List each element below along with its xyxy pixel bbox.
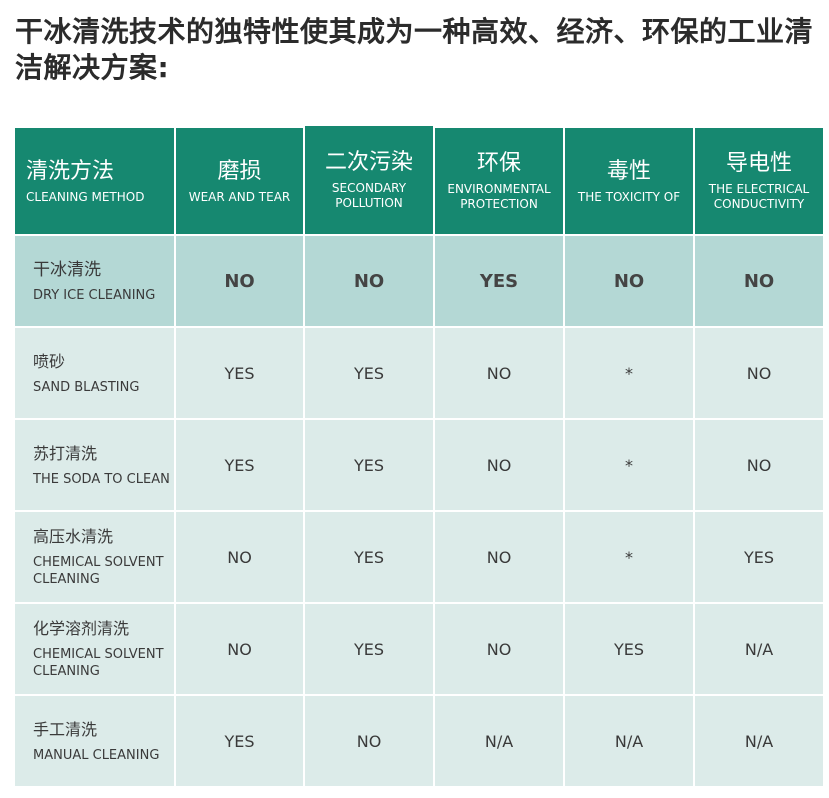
value-cell: YES <box>305 604 433 694</box>
header-wear-and-tear: 磨损 WEAR AND TEAR <box>176 128 303 234</box>
method-en: CHEMICAL SOLVENT CLEANING <box>33 647 164 679</box>
method-zh: 手工清洗 <box>33 719 98 739</box>
header-zh: 二次污染 <box>324 150 413 175</box>
value-cell: NO <box>435 328 563 418</box>
method-zh: 干冰清洗 <box>33 259 101 280</box>
header-en: WEAR AND TEAR <box>188 189 291 204</box>
value-cell: NO <box>435 604 563 694</box>
method-zh: 化学溶剂清洗 <box>33 619 130 638</box>
value-cell: NO <box>305 236 433 326</box>
value-cell: * <box>565 512 693 602</box>
value: NO <box>613 270 645 292</box>
value-cell: NO <box>565 236 693 326</box>
method-cell: 苏打清洗 THE SODA TO CLEAN <box>15 420 174 510</box>
value-cell: YES <box>695 512 823 602</box>
value: NO <box>353 270 385 292</box>
header-cleaning-method: 清洗方法 CLEANING METHOD <box>15 128 174 234</box>
value-cell: NO <box>695 328 823 418</box>
header-en: ENVIRONMENTAL PROTECTION <box>447 182 551 211</box>
method-en: MANUAL CLEANING <box>33 747 160 763</box>
value-cell: * <box>565 328 693 418</box>
value-cell: NO <box>176 604 303 694</box>
method-en: CHEMICAL SOLVENT CLEANING <box>33 555 164 587</box>
header-zh: 环保 <box>476 151 521 176</box>
header-zh: 毒性 <box>606 158 651 184</box>
value-cell: YES <box>176 696 303 786</box>
method-en: SAND BLASTING <box>33 379 140 395</box>
comparison-table: 清洗方法 CLEANING METHOD 磨损 WEAR AND TEAR 二次… <box>15 126 823 786</box>
value-cell: YES <box>305 420 433 510</box>
method-cell: 高压水清洗 CHEMICAL SOLVENT CLEANING <box>15 512 174 602</box>
value-cell: NO <box>695 420 823 510</box>
header-zh: 磨损 <box>217 158 262 184</box>
page-title: 干冰清洗技术的独特性使其成为一种高效、经济、环保的工业清洁解决方案: <box>15 15 814 84</box>
header-environmental-protection: 环保 ENVIRONMENTAL PROTECTION <box>435 128 563 234</box>
value-cell: YES <box>176 328 303 418</box>
value-cell: NO <box>435 512 563 602</box>
header-zh: 清洗方法 <box>26 158 115 184</box>
header-en: CLEANING METHOD <box>26 189 145 204</box>
method-cell: 干冰清洗 DRY ICE CLEANING <box>15 236 174 326</box>
value-cell: YES <box>435 236 563 326</box>
header-en: SECONDARY POLLUTION <box>331 181 407 210</box>
value-cell: N/A <box>695 696 823 786</box>
method-cell: 喷砂 SAND BLASTING <box>15 328 174 418</box>
value-cell: NO <box>435 420 563 510</box>
value-cell: N/A <box>435 696 563 786</box>
value-cell: YES <box>176 420 303 510</box>
value-cell: * <box>565 420 693 510</box>
method-cell: 化学溶剂清洗 CHEMICAL SOLVENT CLEANING <box>15 604 174 694</box>
value-cell: YES <box>305 328 433 418</box>
value: YES <box>479 270 519 292</box>
method-zh: 喷砂 <box>33 351 66 371</box>
method-en: THE SODA TO CLEAN <box>33 471 170 487</box>
header-en: THE TOXICITY OF <box>577 189 681 204</box>
header-toxicity: 毒性 THE TOXICITY OF <box>565 128 693 234</box>
header-electrical-conductivity: 导电性 THE ELECTRICAL CONDUCTIVITY <box>695 128 823 234</box>
value: NO <box>224 270 255 292</box>
method-zh: 苏打清洗 <box>33 443 98 463</box>
value-cell: YES <box>305 512 433 602</box>
value-cell: N/A <box>695 604 823 694</box>
value-cell: NO <box>176 512 303 602</box>
value-cell: NO <box>695 236 823 326</box>
method-zh: 高压水清洗 <box>33 527 114 546</box>
method-en: DRY ICE CLEANING <box>33 287 156 303</box>
value-cell: N/A <box>565 696 693 786</box>
value-cell: YES <box>565 604 693 694</box>
value: NO <box>743 270 775 292</box>
header-secondary-pollution: 二次污染 SECONDARY POLLUTION <box>305 126 433 234</box>
value-cell: NO <box>305 696 433 786</box>
method-cell: 手工清洗 MANUAL CLEANING <box>15 696 174 786</box>
header-en: THE ELECTRICAL CONDUCTIVITY <box>708 182 810 211</box>
header-zh: 导电性 <box>725 151 792 176</box>
value-cell: NO <box>176 236 303 326</box>
